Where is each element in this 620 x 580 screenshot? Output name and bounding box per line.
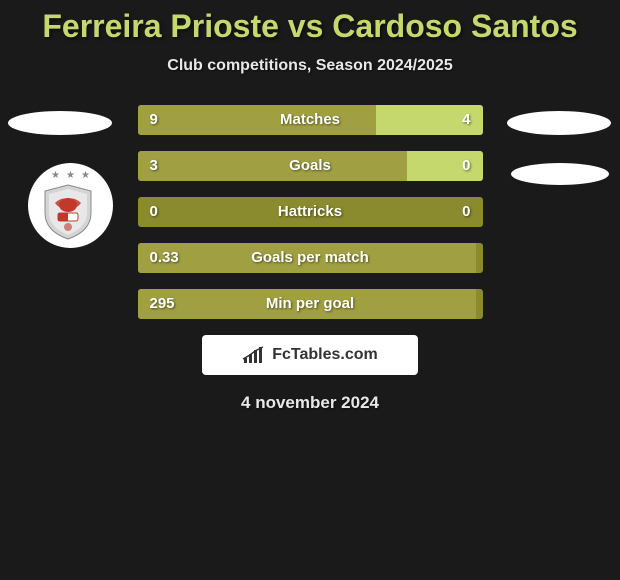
benfica-shield-icon <box>41 183 95 241</box>
stat-label: Goals per match <box>138 243 483 273</box>
stat-row: 0.33Goals per match <box>138 243 483 273</box>
stat-row: 295Min per goal <box>138 289 483 319</box>
stat-row: 9Matches4 <box>138 105 483 135</box>
player-right-placeholder-1 <box>507 111 611 135</box>
stat-value-right: 0 <box>462 197 470 227</box>
comparison-subtitle: Club competitions, Season 2024/2025 <box>0 57 620 75</box>
team-badge: ★★★ <box>28 163 113 248</box>
stat-row: 3Goals0 <box>138 151 483 181</box>
player-left-placeholder-1 <box>8 111 112 135</box>
stat-label: Goals <box>138 151 483 181</box>
comparison-content: ★★★ 9Matches43Goals00Hattricks00.33Goals… <box>0 105 620 413</box>
stats-container: 9Matches43Goals00Hattricks00.33Goals per… <box>138 105 483 319</box>
comparison-title: Ferreira Prioste vs Cardoso Santos <box>0 0 620 45</box>
stat-label: Hattricks <box>138 197 483 227</box>
stat-label: Matches <box>138 105 483 135</box>
stat-value-right: 0 <box>462 151 470 181</box>
stat-label: Min per goal <box>138 289 483 319</box>
stat-value-right: 4 <box>462 105 470 135</box>
brand-attribution: FcTables.com <box>202 335 418 375</box>
comparison-date: 4 november 2024 <box>0 393 620 413</box>
brand-text: FcTables.com <box>272 346 378 364</box>
chart-icon <box>242 346 266 364</box>
player-right-placeholder-2 <box>511 163 609 185</box>
badge-stars: ★★★ <box>41 170 101 181</box>
stat-row: 0Hattricks0 <box>138 197 483 227</box>
